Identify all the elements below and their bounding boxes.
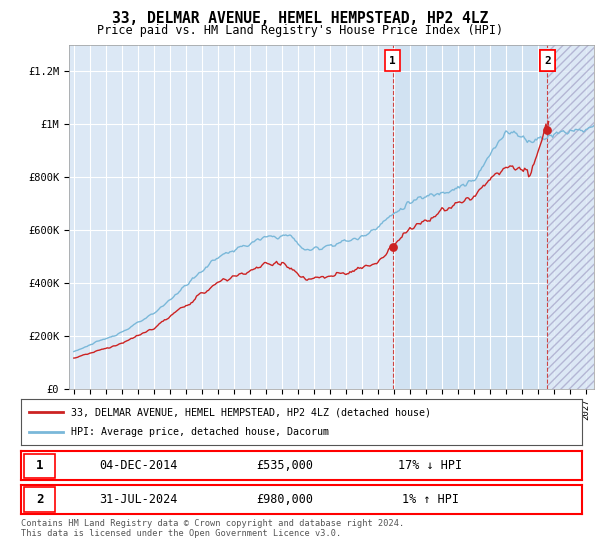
- Text: 31-JUL-2024: 31-JUL-2024: [100, 493, 178, 506]
- Text: Price paid vs. HM Land Registry's House Price Index (HPI): Price paid vs. HM Land Registry's House …: [97, 24, 503, 36]
- Bar: [547, 45, 594, 389]
- Text: £535,000: £535,000: [256, 459, 313, 473]
- Text: 33, DELMAR AVENUE, HEMEL HEMPSTEAD, HP2 4LZ: 33, DELMAR AVENUE, HEMEL HEMPSTEAD, HP2 …: [112, 11, 488, 26]
- Bar: [392, 45, 547, 389]
- Text: 2: 2: [36, 493, 43, 506]
- Text: HPI: Average price, detached house, Dacorum: HPI: Average price, detached house, Daco…: [71, 427, 329, 437]
- Text: 1: 1: [389, 55, 396, 66]
- Text: 1% ↑ HPI: 1% ↑ HPI: [402, 493, 459, 506]
- Text: 04-DEC-2014: 04-DEC-2014: [100, 459, 178, 473]
- FancyBboxPatch shape: [24, 454, 55, 478]
- Text: Contains HM Land Registry data © Crown copyright and database right 2024.
This d: Contains HM Land Registry data © Crown c…: [21, 519, 404, 538]
- Text: 2: 2: [544, 55, 551, 66]
- FancyBboxPatch shape: [24, 487, 55, 512]
- Point: [542, 125, 552, 134]
- Text: 2: 2: [544, 55, 551, 66]
- Text: 17% ↓ HPI: 17% ↓ HPI: [398, 459, 463, 473]
- Text: 1: 1: [36, 459, 43, 473]
- Point: [388, 243, 397, 252]
- Text: 33, DELMAR AVENUE, HEMEL HEMPSTEAD, HP2 4LZ (detached house): 33, DELMAR AVENUE, HEMEL HEMPSTEAD, HP2 …: [71, 407, 431, 417]
- Text: £980,000: £980,000: [256, 493, 313, 506]
